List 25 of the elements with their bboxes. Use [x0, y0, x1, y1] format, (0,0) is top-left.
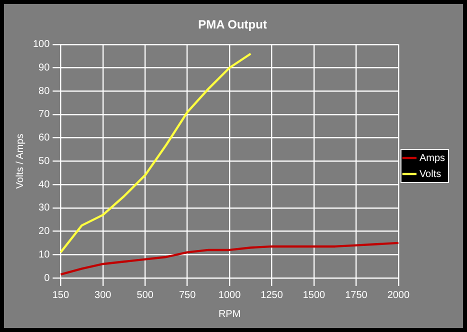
x-tick-label: 1000 [218, 290, 242, 301]
x-tick-label: 750 [179, 290, 196, 301]
x-tick-label: 1750 [345, 290, 368, 301]
x-tick-label: 1500 [302, 290, 326, 301]
y-tick-label: 30 [38, 202, 50, 214]
y-tick-label: 100 [32, 39, 50, 50]
x-tick-label: 150 [52, 290, 70, 301]
x-tick-label: 300 [94, 290, 112, 301]
y-tick-label: 0 [44, 272, 50, 284]
x-tick-label: 2000 [387, 290, 410, 301]
chart-title: PMA Output [198, 18, 267, 32]
legend-label: Amps [419, 152, 445, 164]
y-tick-label: 90 [38, 62, 50, 74]
y-tick-label: 50 [38, 156, 50, 167]
y-tick-label: 20 [38, 226, 50, 238]
y-tick-label: 80 [38, 86, 50, 97]
x-tick-label: 500 [136, 290, 154, 301]
x-axis-title: RPM [218, 308, 241, 320]
y-tick-label: 40 [38, 179, 50, 190]
y-tick-label: 10 [38, 249, 50, 260]
legend-label: Volts [419, 168, 442, 180]
y-tick-label: 60 [38, 132, 50, 144]
y-tick-label: 70 [38, 109, 50, 120]
x-tick-label: 1250 [260, 290, 284, 301]
y-axis-title: Volts / Amps [14, 134, 26, 189]
